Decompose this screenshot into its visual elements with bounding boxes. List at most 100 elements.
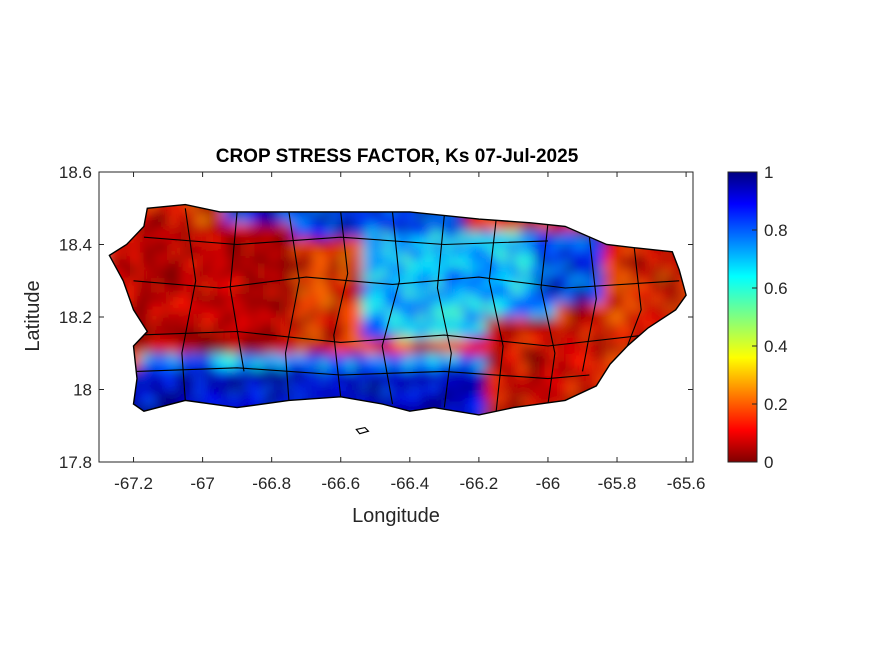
ks-cell — [693, 332, 701, 340]
ks-cell — [333, 324, 342, 333]
ks-cell — [561, 295, 570, 304]
ks-cell — [251, 259, 259, 267]
ks-cell — [416, 295, 425, 304]
ks-cell — [672, 280, 680, 289]
ks-cell — [630, 317, 639, 325]
ks-cell — [409, 389, 418, 398]
ks-cell — [320, 215, 328, 224]
ks-cell — [437, 396, 446, 405]
ks-cell — [534, 353, 542, 362]
ks-cell — [320, 302, 328, 311]
ks-cell — [320, 295, 328, 304]
ks-cell — [326, 288, 335, 296]
ks-cell — [693, 245, 701, 253]
ks-cell — [527, 346, 535, 354]
ks-cell — [423, 360, 432, 369]
ks-cell — [161, 259, 169, 267]
ks-cell — [382, 259, 390, 267]
ks-cell — [520, 375, 528, 383]
ks-cell — [257, 346, 266, 354]
ks-cell — [561, 360, 570, 369]
ks-cell — [693, 201, 701, 209]
ks-cell — [575, 280, 584, 289]
ks-cell — [416, 302, 425, 311]
ks-cell — [313, 288, 321, 296]
ks-cell — [209, 230, 218, 238]
ks-cell — [472, 230, 480, 238]
ks-cell — [430, 375, 439, 383]
ks-cell — [458, 382, 466, 391]
ks-cell — [354, 273, 363, 282]
ks-cell — [126, 280, 135, 289]
ks-cell — [437, 237, 446, 246]
ks-cell — [147, 382, 155, 391]
ks-cell — [630, 309, 639, 318]
ks-cell — [147, 244, 155, 253]
ks-cell — [513, 237, 522, 246]
ks-cell — [368, 324, 377, 333]
ks-cell — [326, 353, 335, 362]
y-tick-label: 18 — [73, 381, 92, 400]
ks-cell — [651, 259, 660, 267]
ks-cell — [340, 324, 349, 333]
ks-cell — [292, 353, 301, 362]
ks-cell — [409, 353, 418, 362]
ks-cell — [292, 389, 301, 398]
ks-cell — [541, 382, 549, 391]
ks-cell — [423, 346, 432, 354]
ks-cell — [271, 230, 280, 238]
ks-cell — [313, 222, 321, 231]
ks-cell — [133, 237, 142, 246]
ks-cell — [561, 331, 570, 340]
ks-cell — [299, 230, 307, 238]
ks-cell — [271, 288, 280, 296]
ks-cell — [409, 230, 418, 238]
ks-cell — [382, 331, 390, 340]
ks-cell — [375, 367, 383, 376]
ks-cell — [320, 360, 328, 369]
ks-cell — [313, 230, 321, 238]
ks-cell — [534, 389, 542, 398]
ks-cell — [478, 324, 487, 333]
ks-cell — [617, 324, 625, 333]
ks-cell — [437, 280, 446, 289]
ks-cell — [161, 230, 169, 238]
ks-cell — [202, 375, 211, 383]
ks-cell — [354, 215, 363, 224]
ks-cell — [230, 324, 238, 333]
ks-cell — [485, 375, 494, 383]
ks-cell — [244, 215, 252, 224]
ks-cell — [409, 367, 418, 376]
ks-cell — [617, 244, 625, 253]
ks-cell — [340, 259, 349, 267]
ks-cell — [223, 317, 231, 325]
ks-cell — [313, 266, 321, 275]
ks-cell — [513, 302, 522, 311]
ks-cell — [140, 396, 149, 405]
ks-cell — [195, 259, 204, 267]
ks-cell — [368, 382, 377, 391]
ks-cell — [230, 273, 238, 282]
ks-cell — [306, 215, 314, 224]
ks-cell — [520, 244, 528, 253]
ks-cell — [478, 244, 487, 253]
ks-cell — [216, 396, 225, 405]
ks-cell — [541, 338, 549, 347]
ks-cell — [499, 324, 508, 333]
ks-cell — [416, 273, 425, 282]
ks-cell — [154, 237, 162, 246]
ks-cell — [340, 367, 349, 376]
ks-cell — [333, 222, 342, 231]
ks-cell — [251, 389, 259, 398]
ks-cell — [610, 317, 618, 325]
ks-cell — [409, 346, 418, 354]
ks-cell — [299, 280, 307, 289]
ks-cell — [396, 280, 404, 289]
ks-cell — [402, 273, 411, 282]
ks-cell — [568, 360, 577, 369]
ks-cell — [561, 230, 570, 238]
ks-cell — [548, 331, 556, 340]
ks-cell — [271, 309, 280, 318]
ks-cell — [264, 288, 273, 296]
